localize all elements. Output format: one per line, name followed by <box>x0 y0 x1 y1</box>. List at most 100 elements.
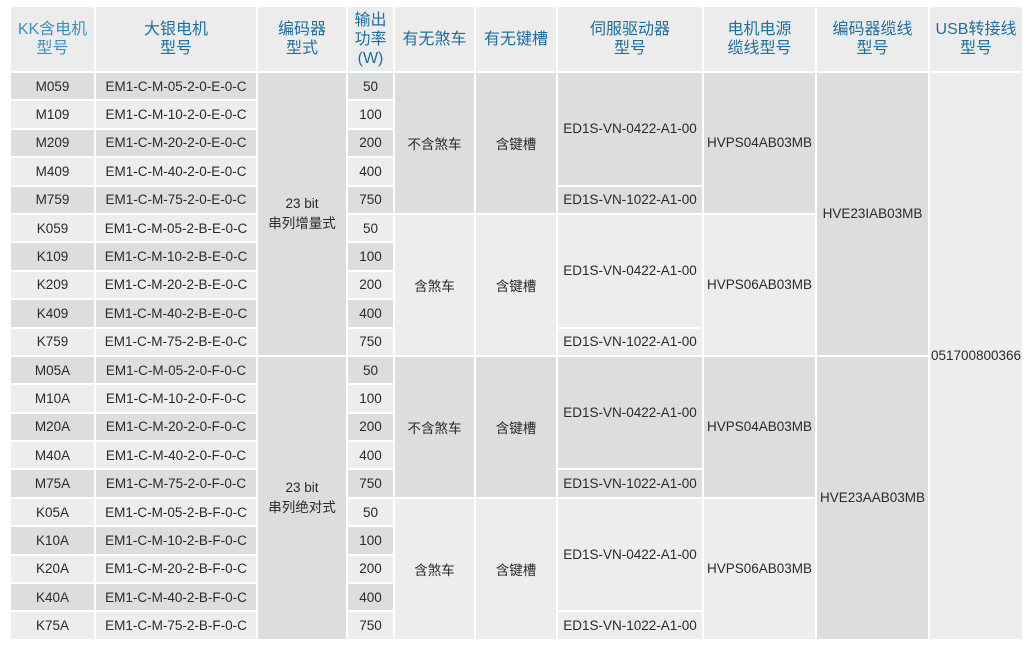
power-cell: 400 <box>346 440 395 471</box>
header-text: 型号 <box>959 40 992 57</box>
power-cable-cell: HVPS06AB03MB <box>702 212 817 357</box>
power-cell: 750 <box>346 326 395 357</box>
encoder-type-text: 23 bit <box>285 479 319 495</box>
motor-model-cell: EM1-C-M-75-2-0-F-0-C <box>94 468 258 499</box>
header-text: 编码器缆线 <box>832 21 913 38</box>
table-row: M209 EM1-C-M-20-2-0-E-0-C 200 <box>9 127 1023 159</box>
table-row: M40A EM1-C-M-40-2-0-F-0-C 400 <box>9 440 1023 471</box>
kk-model-cell: M759 <box>9 184 96 215</box>
header-text: 功率 <box>354 30 387 48</box>
usb-cable-cell: 051700800366 <box>928 71 1024 641</box>
kk-model-cell: M409 <box>9 156 96 187</box>
header-text: 型号 <box>36 40 69 57</box>
power-cell: 200 <box>346 553 395 585</box>
table-row: K05A EM1-C-M-05-2-B-F-0-C 50 含煞车 含键槽 ED1S-VN-… <box>9 496 1023 641</box>
motor-model-cell: EM1-C-M-20-2-0-E-0-C <box>94 127 258 159</box>
driver-model-cell: ED1S-VN-1022-A1-00 <box>556 468 704 499</box>
driver-model-cell: ED1S-VN-1022-A1-00 <box>556 184 704 215</box>
header-brake: 有无煞车 <box>393 5 476 73</box>
header-text: (W) <box>357 49 384 67</box>
driver-model-cell: ED1S-VN-1022-A1-00 <box>556 610 704 641</box>
power-cell: 200 <box>346 127 395 159</box>
motor-model-cell: EM1-C-M-10-2-0-E-0-C <box>94 99 258 130</box>
power-cable-cell: HVPS04AB03MB <box>702 354 817 499</box>
motor-model-cell: EM1-C-M-10-2-B-F-0-C <box>94 525 258 556</box>
header-text: 编码器 <box>277 21 326 38</box>
table-row: K759 EM1-C-M-75-2-B-E-0-C 750 ED1S-VN-1022-… <box>9 326 1023 357</box>
driver-model-cell: ED1S-VN-0422-A1-00 <box>556 496 704 613</box>
header-text: USB转接线 <box>935 21 1017 38</box>
kk-model-cell: K75A <box>9 610 96 641</box>
power-cable-cell: HVPS06AB03MB <box>702 496 817 641</box>
kk-model-cell: K059 <box>9 212 96 244</box>
power-cell: 750 <box>346 184 395 215</box>
kk-model-cell: M10A <box>9 383 96 414</box>
motor-model-cell: EM1-C-M-10-2-0-F-0-C <box>94 383 258 414</box>
table-row: K059 EM1-C-M-05-2-B-E-0-C 50 含煞车 含键槽 ED1S-VN-… <box>9 212 1023 357</box>
header-encoder-cable: 编码器缆线 型号 <box>815 5 930 73</box>
table-row: K409 EM1-C-M-40-2-B-E-0-C 400 <box>9 298 1023 329</box>
table-row: K209 EM1-C-M-20-2-B-E-0-C 200 <box>9 269 1023 301</box>
header-usb-cable: USB转接线 型号 <box>928 5 1024 73</box>
encoder-cable-cell: HVE23IAB03MB <box>815 71 930 357</box>
motor-model-cell: EM1-C-M-05-2-B-E-0-C <box>94 212 258 244</box>
encoder-type-text: 串列绝对式 <box>268 499 336 515</box>
header-text: 有无键槽 <box>483 30 548 48</box>
power-cell: 100 <box>346 99 395 130</box>
power-cell: 50 <box>346 212 395 244</box>
power-cell: 100 <box>346 525 395 556</box>
motor-model-cell: EM1-C-M-40-2-0-E-0-C <box>94 156 258 187</box>
kk-model-cell: K109 <box>9 241 96 272</box>
power-cell: 400 <box>346 156 395 187</box>
keyway-cell: 含键槽 <box>474 354 558 499</box>
motor-model-cell: EM1-C-M-20-2-B-F-0-C <box>94 553 258 585</box>
motor-model-cell: EM1-C-M-10-2-B-E-0-C <box>94 241 258 272</box>
table-row: K10A EM1-C-M-10-2-B-F-0-C 100 <box>9 525 1023 556</box>
motor-compatibility-table: KK含电机 型号 大银电机 型号 编码器 型式 输出 功率 (W) 有无煞车 有无键槽 伺服驱动器 型号… <box>9 5 1024 641</box>
table-row: M75A EM1-C-M-75-2-0-F-0-C 750 ED1S-VN-1022-… <box>9 468 1023 499</box>
encoder-type-cell: 23 bit 串列绝对式 <box>256 354 348 641</box>
kk-model-cell: M20A <box>9 411 96 443</box>
kk-model-cell: M75A <box>9 468 96 499</box>
brake-cell: 不含煞车 <box>393 354 476 499</box>
motor-model-cell: EM1-C-M-05-2-B-F-0-C <box>94 496 258 528</box>
header-motor-model: 大银电机 型号 <box>94 5 258 73</box>
header-encoder-type: 编码器 型式 <box>256 5 348 73</box>
motor-model-cell: EM1-C-M-20-2-B-E-0-C <box>94 269 258 301</box>
kk-model-cell: M209 <box>9 127 96 159</box>
kk-model-cell: M059 <box>9 70 96 102</box>
header-text: 大银电机 <box>143 21 208 38</box>
header-text: 型号 <box>159 40 192 57</box>
power-cell: 200 <box>346 269 395 301</box>
driver-model-cell: ED1S-VN-0422-A1-00 <box>556 71 704 187</box>
brake-cell: 含煞车 <box>393 496 476 641</box>
motor-model-cell: EM1-C-M-75-2-B-F-0-C <box>94 610 258 641</box>
header-driver-model: 伺服驱动器 型号 <box>556 5 704 73</box>
kk-model-cell: M05A <box>9 354 96 386</box>
table-row: M05A EM1-C-M-05-2-0-F-0-C 23 bit 串列绝对式 50 不含煞… <box>9 354 1023 641</box>
motor-model-cell: EM1-C-M-40-2-B-E-0-C <box>94 298 258 329</box>
keyway-cell: 含键槽 <box>474 496 558 641</box>
motor-model-cell: EM1-C-M-20-2-0-F-0-C <box>94 411 258 443</box>
table-row: M409 EM1-C-M-40-2-0-E-0-C 400 <box>9 156 1023 187</box>
power-cell: 100 <box>346 383 395 414</box>
encoder-type-text: 23 bit <box>285 195 319 211</box>
header-row: KK含电机 型号 大银电机 型号 编码器 型式 输出 功率 (W) 有无煞车 有无键槽 伺服驱动器 型号… <box>9 5 1024 73</box>
header-text: 型号 <box>613 40 646 57</box>
table-row: M109 EM1-C-M-10-2-0-E-0-C 100 <box>9 99 1023 130</box>
header-kk-model: KK含电机型号 <box>9 5 96 73</box>
motor-model-cell: EM1-C-M-75-2-0-E-0-C <box>94 184 258 215</box>
power-cell: 50 <box>346 354 395 386</box>
kk-model-cell: K209 <box>9 269 96 301</box>
kk-model-cell: K20A <box>9 553 96 585</box>
header-text: KK含电机 <box>17 21 88 38</box>
encoder-cable-cell: HVE23AAB03MB <box>815 354 930 641</box>
power-cell: 400 <box>346 298 395 329</box>
power-cell: 100 <box>346 241 395 272</box>
brake-cell: 含煞车 <box>393 212 476 357</box>
kk-model-cell: K10A <box>9 525 96 556</box>
keyway-cell: 含键槽 <box>474 71 558 215</box>
motor-model-cell: EM1-C-M-05-2-0-F-0-C <box>94 354 258 386</box>
motor-model-cell: EM1-C-M-40-2-B-F-0-C <box>94 582 258 613</box>
table-row: K109 EM1-C-M-10-2-B-E-0-C 100 <box>9 241 1023 272</box>
